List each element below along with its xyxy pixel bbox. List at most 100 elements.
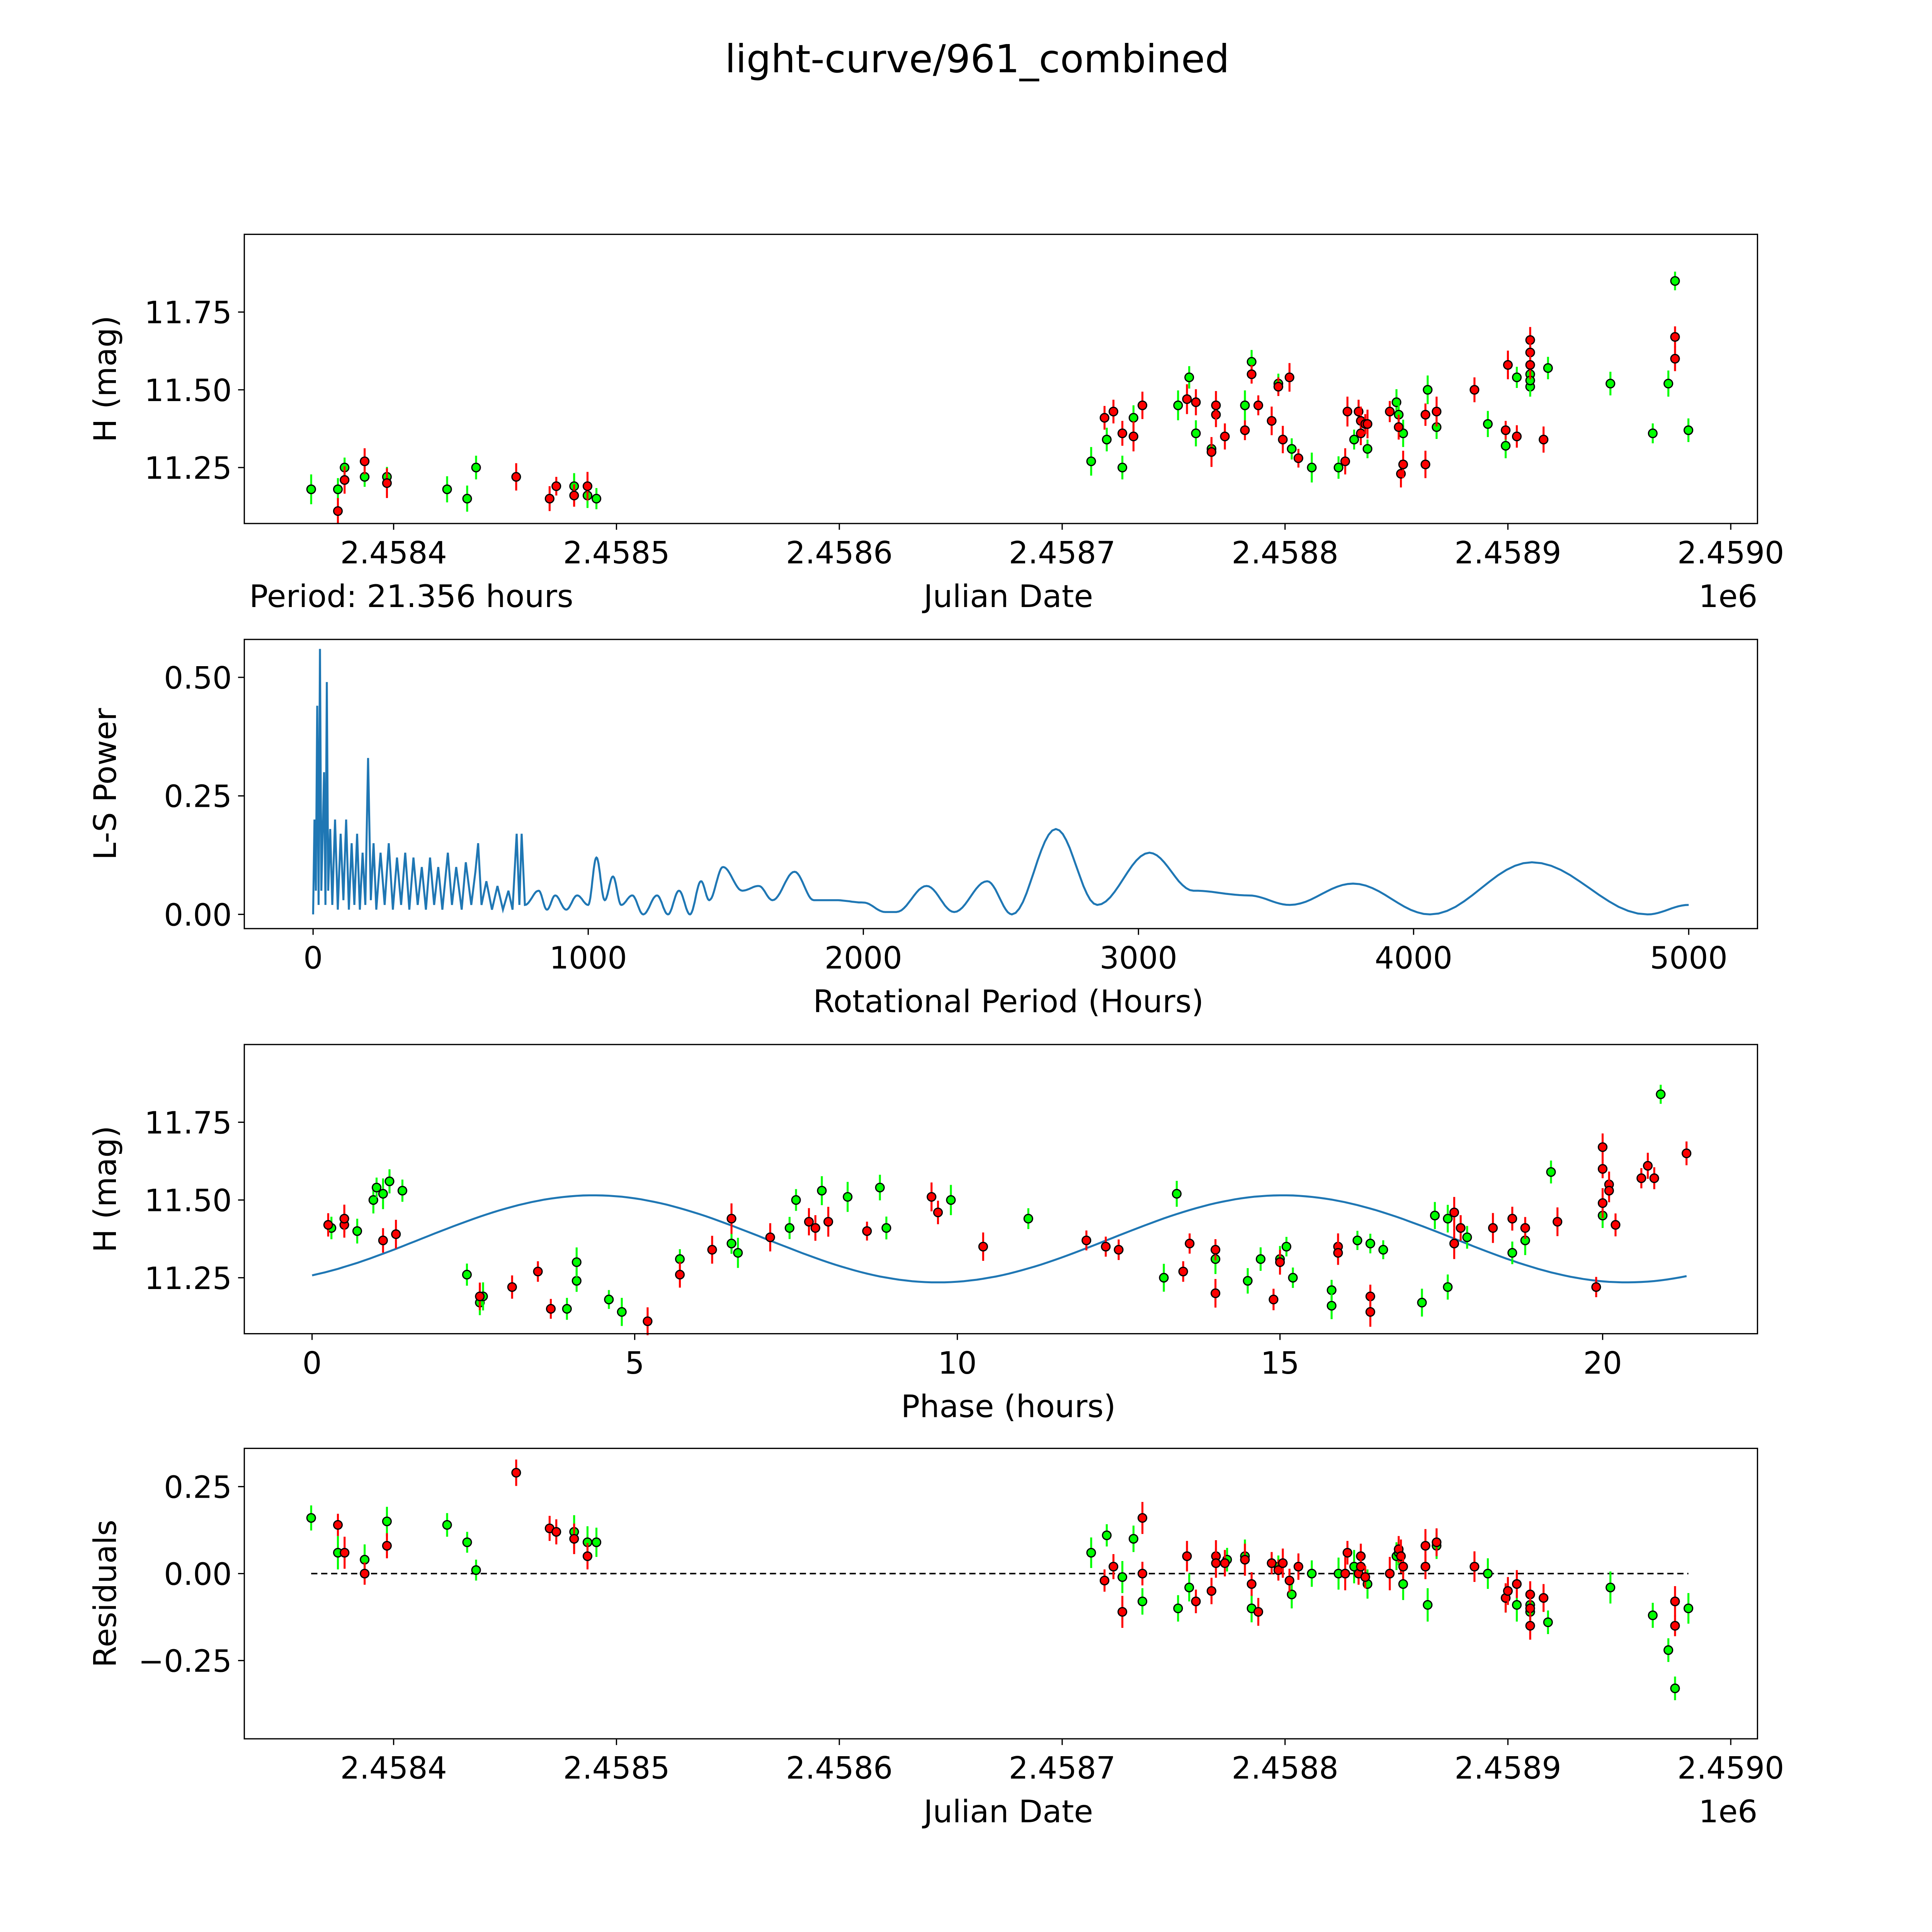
red-data-point: [1649, 1173, 1659, 1183]
periodogram-line: [312, 649, 1689, 916]
red-data-point: [1278, 1558, 1288, 1568]
green-data-point: [1648, 428, 1658, 439]
green-data-point: [1546, 1167, 1556, 1177]
green-data-point: [1117, 1572, 1128, 1582]
x-tick-label: 2000: [825, 940, 902, 976]
red-data-point: [804, 1217, 814, 1227]
red-data-point: [340, 1548, 350, 1558]
red-data-point: [1117, 1607, 1128, 1617]
red-data-point: [1420, 1541, 1430, 1551]
red-data-point: [1501, 425, 1511, 435]
green-data-point: [1430, 1211, 1440, 1221]
red-data-point: [546, 1304, 556, 1314]
red-data-point: [1432, 406, 1442, 417]
green-data-point: [1128, 1534, 1139, 1544]
y-tick-label: 0.00: [164, 1556, 232, 1592]
green-data-point: [1102, 434, 1112, 445]
green-data-point: [382, 1516, 392, 1526]
red-data-point: [1253, 400, 1264, 410]
red-data-point: [1240, 1554, 1250, 1565]
red-data-point: [1220, 1558, 1230, 1568]
green-data-point: [372, 1182, 382, 1192]
green-data-point: [1684, 1603, 1694, 1614]
red-data-point: [1398, 1561, 1408, 1572]
green-data-point: [1670, 1683, 1680, 1694]
red-data-point: [1275, 1257, 1285, 1267]
green-data-point: [1240, 400, 1250, 410]
red-data-point: [1670, 1621, 1680, 1631]
red-data-point: [1284, 1575, 1294, 1586]
red-data-point: [1101, 1242, 1111, 1252]
green-data-point: [1605, 1582, 1616, 1593]
green-data-point: [442, 1520, 452, 1530]
red-data-point: [533, 1267, 543, 1277]
green-data-point: [1086, 1548, 1096, 1558]
x-axis-label: Phase (hours): [901, 1389, 1116, 1425]
axes-frame: [243, 639, 1758, 929]
x-tick-label: 5000: [1650, 940, 1728, 976]
axes-frame: [243, 1447, 1758, 1740]
green-data-point: [1184, 1582, 1194, 1593]
green-data-point: [881, 1223, 891, 1233]
green-data-point: [1648, 1610, 1658, 1621]
red-data-point: [1449, 1238, 1459, 1248]
red-data-point: [1420, 1561, 1430, 1572]
green-data-point: [1512, 1600, 1522, 1610]
x-tick-label: 2.4590: [1677, 535, 1784, 571]
green-data-point: [1102, 1530, 1112, 1541]
x-tick-label: 0: [303, 940, 323, 976]
green-data-point: [1159, 1273, 1169, 1283]
red-data-point: [1211, 1288, 1221, 1298]
red-data-point: [1269, 1294, 1279, 1304]
red-data-point: [1247, 369, 1257, 379]
red-data-point: [1240, 425, 1250, 435]
green-data-point: [1327, 1301, 1337, 1311]
red-data-point: [382, 1541, 392, 1551]
y-axis-label: H (mag): [87, 1126, 124, 1252]
red-data-point: [707, 1245, 717, 1255]
red-data-point: [1682, 1148, 1692, 1158]
red-data-point: [360, 1568, 370, 1579]
red-data-point: [1278, 434, 1288, 445]
green-data-point: [471, 1565, 481, 1575]
green-data-point: [1684, 425, 1694, 435]
x-offset-label: 1e6: [1699, 1794, 1757, 1830]
red-data-point: [511, 1468, 521, 1478]
x-tick-label: 2.4588: [1231, 535, 1338, 571]
red-data-point: [1293, 453, 1303, 463]
x-tick-label: 2.4584: [340, 1750, 447, 1786]
red-data-point: [643, 1316, 653, 1327]
red-data-point: [1178, 1267, 1188, 1277]
green-data-point: [1349, 434, 1359, 445]
red-data-point: [1267, 1558, 1277, 1568]
x-tick-label: 0: [302, 1345, 321, 1381]
green-data-point: [1605, 379, 1616, 389]
red-data-point: [1539, 1593, 1549, 1603]
green-data-point: [1483, 1568, 1493, 1579]
red-data-point: [1507, 1214, 1517, 1224]
x-tick-label: 10: [938, 1345, 977, 1381]
red-data-point: [1525, 1589, 1535, 1600]
x-tick-label: 2.4587: [1009, 535, 1116, 571]
green-data-point: [817, 1185, 827, 1196]
green-data-point: [1023, 1214, 1033, 1224]
y-tick-label: 11.75: [145, 1105, 232, 1141]
red-data-point: [544, 493, 554, 504]
green-data-point: [1243, 1276, 1253, 1286]
y-tick-label: 0.50: [164, 660, 232, 696]
green-data-point: [462, 1537, 472, 1548]
x-axis-label: Julian Date: [922, 1794, 1093, 1830]
red-data-point: [582, 481, 593, 491]
green-data-point: [1543, 1617, 1553, 1628]
green-data-point: [1507, 1248, 1517, 1258]
red-data-point: [1503, 360, 1513, 370]
green-data-point: [1117, 463, 1128, 473]
green-data-point: [1247, 357, 1257, 367]
green-data-point: [604, 1294, 614, 1304]
red-data-point: [1211, 1558, 1221, 1568]
green-data-point: [1128, 413, 1139, 423]
green-data-point: [843, 1192, 853, 1202]
green-data-point: [1656, 1089, 1666, 1099]
red-data-point: [333, 506, 343, 516]
